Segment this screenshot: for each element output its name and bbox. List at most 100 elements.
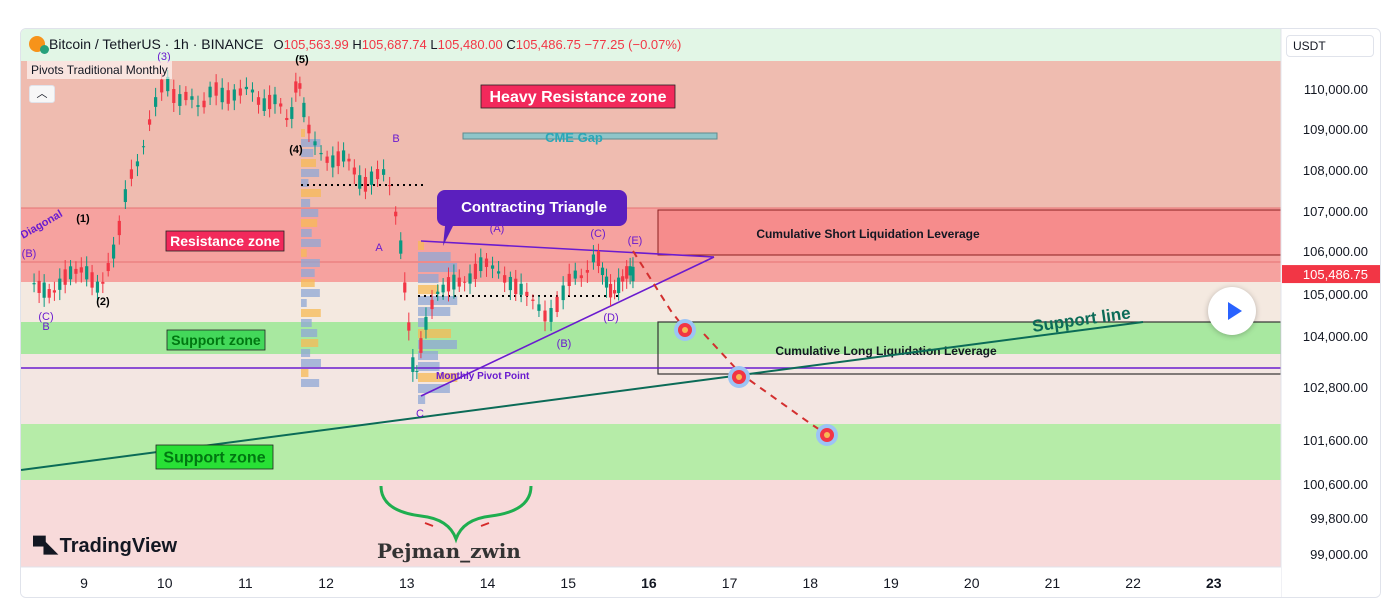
candle-body <box>596 250 601 267</box>
target-center <box>682 327 688 333</box>
candle-body <box>256 97 261 105</box>
heavy-resistance-label-box <box>480 84 676 109</box>
candle-body <box>503 275 507 283</box>
cme-gap-label: CME Gap <box>545 130 603 145</box>
x-tick-label: 19 <box>883 575 899 591</box>
wave-label: (D) <box>603 312 618 324</box>
y-tick-label: 99,000.00 <box>1310 547 1368 562</box>
x-tick-label: 17 <box>722 575 738 591</box>
candle-body <box>419 338 423 353</box>
candle-body <box>537 304 541 311</box>
resistance-zone-label-box <box>165 230 285 252</box>
candle-body <box>441 284 445 293</box>
wave-label: B <box>42 321 49 333</box>
indicator-label[interactable]: Pivots Traditional Monthly <box>27 61 172 79</box>
volume-profile-bar-a <box>301 209 319 217</box>
candle-body <box>468 273 472 284</box>
signature-marks <box>424 522 490 527</box>
volume-profile-bar-b <box>418 241 424 250</box>
candle-body <box>508 276 512 291</box>
candle-body <box>95 281 100 293</box>
contracting-triangle-label: Contracting Triangle <box>461 199 607 216</box>
candle-body <box>319 152 323 155</box>
candle-body <box>436 291 440 295</box>
candle-body <box>32 283 36 285</box>
volume-profile-bar-b <box>418 307 451 316</box>
price-chart[interactable]: Cumulative Short Liquidation Leverage Cum… <box>21 29 1381 598</box>
volume-profile-bar-b <box>418 263 458 272</box>
signature-brace <box>379 485 533 544</box>
bitcoin-icon <box>29 36 49 54</box>
volume-profile-bar-a <box>301 199 311 207</box>
candle-body <box>549 308 553 322</box>
lower-band <box>21 480 1281 567</box>
candle-body <box>341 150 346 162</box>
candle-body <box>617 277 621 294</box>
candle-body <box>313 141 317 146</box>
candle-body <box>525 291 529 296</box>
candle-body <box>285 117 289 121</box>
candle-body <box>307 124 311 134</box>
candle-body <box>58 278 62 290</box>
candle-body <box>52 290 57 293</box>
volume-profile-bar-a <box>301 379 320 387</box>
currency-selector[interactable]: USDT <box>1286 35 1374 57</box>
wave-label: (A) <box>490 223 505 235</box>
candle-body <box>42 282 46 298</box>
candle-body <box>147 119 152 125</box>
candle-body <box>106 263 110 272</box>
volume-profile-bar-a <box>301 309 321 317</box>
candle-body <box>388 185 392 187</box>
x-tick-label: 10 <box>157 575 173 591</box>
candle-body <box>268 94 272 110</box>
volume-profile-bar-a <box>301 279 315 287</box>
support-zone-label-lower: Support zone <box>163 450 265 467</box>
low-value: 105,480.00 <box>437 36 503 52</box>
wave-label: (4) <box>289 144 303 156</box>
volume-profile-bar-a <box>301 149 314 157</box>
candle-body <box>403 282 407 293</box>
volume-profile-bar-a <box>301 269 315 277</box>
candle-body <box>457 277 461 287</box>
volume-profile-bar-b <box>418 395 426 404</box>
candle-body <box>129 169 134 179</box>
volume-profile-bar-b <box>418 340 457 349</box>
volume-profile-bar-a <box>301 129 305 137</box>
candle-body <box>135 161 140 167</box>
symbol-title[interactable]: Bitcoin / TetherUS · 1h · BINANCE <box>49 36 264 52</box>
chart-frame: Cumulative Short Liquidation Leverage Cum… <box>20 28 1381 598</box>
candle-body <box>628 266 632 276</box>
candle-body <box>214 82 218 96</box>
target-center <box>824 432 830 438</box>
play-button[interactable] <box>1208 287 1256 335</box>
candle-body <box>172 89 176 103</box>
tradingview-logo-text: TradingView <box>59 535 178 557</box>
support-zone-label-lower-box <box>155 444 274 470</box>
chevron-up-icon[interactable]: ︿ <box>29 85 55 103</box>
x-tick-label: 18 <box>803 575 819 591</box>
candle-body <box>79 267 83 273</box>
support-zone-label-upper: Support zone <box>171 332 261 348</box>
wave-label: (B) <box>557 338 572 350</box>
candle-body <box>279 103 283 107</box>
y-tick-label: 104,000.00 <box>1303 329 1368 344</box>
candle-body <box>196 105 200 107</box>
ohlc-values: O105,563.99 H105,687.74 L105,480.00 C105… <box>273 37 681 52</box>
candle-body <box>579 275 583 279</box>
high-value: 105,687.74 <box>361 36 427 52</box>
candle-body <box>226 90 230 104</box>
open-value: 105,563.99 <box>283 36 349 52</box>
low-label: L <box>430 36 438 52</box>
x-tick-label: 16 <box>641 575 657 591</box>
cme-gap-bar <box>462 132 718 140</box>
candle-body <box>591 254 596 263</box>
candle-body <box>352 167 356 175</box>
long-liquidation-label: Cumulative Long Liquidation Leverage <box>775 344 997 358</box>
candle-body <box>407 322 411 331</box>
candle-body <box>336 151 340 167</box>
candle-body <box>123 189 127 203</box>
volume-profile-bar-a <box>301 179 309 187</box>
volume-profile-bar-a <box>301 219 318 227</box>
tradingview-logo[interactable]: ▀◣ TradingView <box>33 535 177 558</box>
volume-profile-bar-a <box>301 289 320 297</box>
